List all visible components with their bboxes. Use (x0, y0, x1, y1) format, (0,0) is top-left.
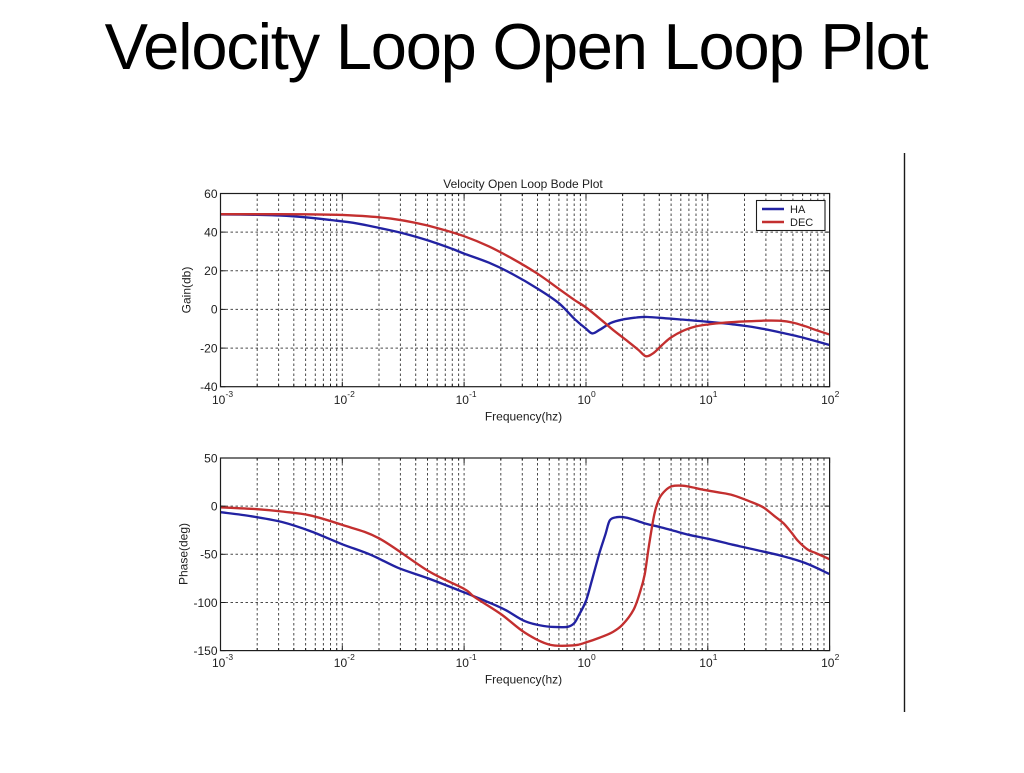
svg-text:-2: -2 (347, 389, 355, 399)
svg-text:10: 10 (821, 656, 835, 670)
svg-text:50: 50 (204, 451, 218, 465)
svg-text:10: 10 (212, 656, 226, 670)
svg-text:-3: -3 (226, 389, 234, 399)
svg-text:Frequency(hz): Frequency(hz) (485, 673, 562, 687)
svg-text:-20: -20 (200, 341, 218, 355)
svg-text:-50: -50 (200, 548, 218, 562)
svg-text:10: 10 (456, 656, 470, 670)
svg-text:Phase(deg): Phase(deg) (176, 523, 190, 585)
svg-text:2: 2 (835, 652, 840, 662)
svg-text:10: 10 (334, 656, 348, 670)
svg-text:Gain(db): Gain(db) (180, 267, 194, 314)
svg-text:-2: -2 (347, 652, 355, 662)
svg-text:-1: -1 (469, 652, 477, 662)
svg-text:60: 60 (204, 187, 218, 201)
svg-text:40: 40 (204, 225, 218, 239)
svg-text:-40: -40 (200, 380, 218, 394)
svg-text:-1: -1 (469, 389, 477, 399)
svg-text:10: 10 (821, 393, 835, 407)
svg-text:Velocity Open Loop Bode Plot: Velocity Open Loop Bode Plot (443, 177, 603, 191)
svg-text:1: 1 (713, 389, 718, 399)
svg-text:-100: -100 (193, 596, 217, 610)
svg-text:10: 10 (212, 393, 226, 407)
svg-text:0: 0 (591, 389, 596, 399)
svg-text:0: 0 (211, 499, 218, 513)
svg-text:10: 10 (456, 393, 470, 407)
svg-text:10: 10 (578, 393, 592, 407)
svg-text:10: 10 (699, 656, 713, 670)
svg-text:-150: -150 (193, 644, 217, 658)
svg-text:10: 10 (578, 656, 592, 670)
svg-text:0: 0 (591, 652, 596, 662)
svg-text:HA: HA (790, 204, 806, 216)
svg-text:Frequency(hz): Frequency(hz) (485, 410, 562, 424)
svg-text:20: 20 (204, 264, 218, 278)
svg-text:10: 10 (334, 393, 348, 407)
svg-text:DEC: DEC (790, 217, 813, 229)
svg-text:-3: -3 (226, 652, 234, 662)
svg-text:0: 0 (211, 303, 218, 317)
svg-text:2: 2 (835, 389, 840, 399)
svg-text:10: 10 (699, 393, 713, 407)
svg-text:1: 1 (713, 652, 718, 662)
